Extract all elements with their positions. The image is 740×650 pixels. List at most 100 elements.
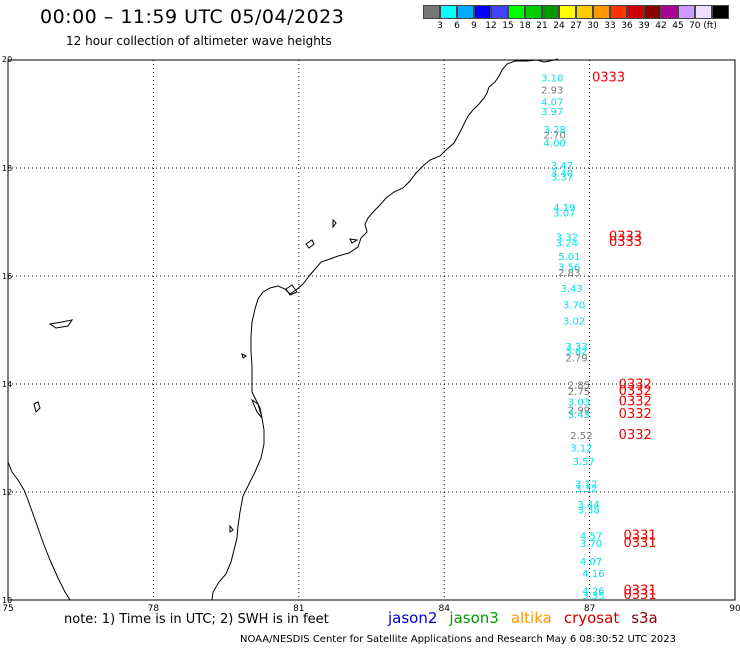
pass-time-label: 0332: [619, 428, 652, 443]
color-swatch: [440, 5, 457, 19]
color-swatch: [491, 5, 508, 19]
axis-tick-labels: 75 78 81 84 87 90 20 18 16 14 12 10: [2, 55, 740, 614]
island-west-2: [33, 401, 41, 413]
swh-value-label: 2.79: [565, 353, 587, 364]
x-tick-label: 75: [2, 604, 13, 614]
coastline-west: [7, 461, 71, 601]
mission-legend: jason2 jason3 altika cryosat s3a: [388, 609, 670, 627]
color-swatch: [644, 5, 661, 19]
island-small-4: [229, 524, 234, 533]
pass-time-label: 0332: [619, 407, 652, 422]
mission-label-cryosat: cryosat: [563, 609, 620, 627]
swh-value-label: 3.62: [565, 346, 587, 357]
color-scale-label: 42: [655, 21, 667, 31]
color-swatch: [712, 5, 729, 19]
color-swatch: [610, 5, 627, 19]
color-swatch: [542, 5, 559, 19]
mission-label-jason2: jason2: [388, 609, 438, 627]
y-tick-label: 10: [2, 596, 12, 605]
y-tick-label: 16: [2, 272, 12, 281]
swh-value-label: 3.38: [577, 506, 599, 517]
swh-value-label: 3.70: [563, 300, 585, 311]
swh-value-label: 2.93: [541, 85, 563, 96]
swh-value-label: 2.70: [544, 130, 566, 141]
swh-value-label: 4.19: [553, 203, 575, 214]
swh-value-label: 3.10: [541, 74, 563, 85]
swh-value-label: 3.44: [577, 500, 599, 511]
swh-value-label: 3.47: [551, 161, 573, 172]
swh-value-label: 3.32: [556, 232, 578, 243]
footnote: note: 1) Time is in UTC; 2) SWH is in fe…: [64, 612, 329, 627]
pass-time-label: 0331: [624, 536, 657, 551]
island-godavari-delta: [285, 284, 298, 296]
pass-time-label: 0331: [624, 529, 657, 544]
swh-value-label: 3.56: [558, 263, 580, 274]
color-scale-label: 45: [672, 21, 684, 31]
color-scale-label: 27: [570, 21, 582, 31]
pass-time-label: 0332: [619, 395, 652, 410]
color-swatch: [678, 5, 695, 19]
swh-value-label: 3.43: [568, 410, 590, 421]
color-swatch: [661, 5, 678, 19]
y-tick-label: 20: [2, 55, 12, 64]
color-swatch: [695, 5, 712, 19]
swh-value-label: 3.12: [575, 480, 597, 491]
mission-label-jason3: jason3: [449, 609, 499, 627]
color-scale-label: 21: [536, 21, 548, 31]
credit-line: NOAA/NESDIS Center for Satellite Applica…: [240, 634, 676, 645]
swh-value-label: 4.57: [580, 532, 602, 543]
swh-value-label: 3.03: [568, 398, 590, 409]
swh-value-label: 2.85: [568, 380, 590, 391]
pass-time-label: 0333: [592, 71, 625, 86]
swh-value-label: 3.28: [544, 125, 566, 136]
swh-value-label: 3.33: [565, 342, 587, 353]
color-swatch: [525, 5, 542, 19]
swh-value-label: 3.02: [563, 317, 585, 328]
y-tick-label: 12: [2, 488, 12, 497]
swh-value-label: 2.99: [568, 406, 590, 417]
wave-height-labels: 3.102.934.073.973.282.704.003.473.403.37…: [541, 74, 604, 602]
x-tick-label: 84: [438, 604, 450, 614]
pass-time-label: 0332: [619, 384, 652, 399]
swh-value-label: 4.07: [541, 97, 563, 108]
color-scale-label: 9: [471, 21, 477, 31]
swh-value-label: 5.01: [558, 252, 580, 263]
swh-value-label: 3.37: [551, 172, 573, 183]
x-tick-label: 81: [293, 604, 304, 614]
swh-value-label: 2.52: [570, 431, 592, 442]
coastline: [211, 58, 559, 601]
island-chilika: [332, 218, 337, 229]
color-scale-bar: [423, 5, 729, 19]
island-pulicat: [250, 398, 263, 419]
color-swatch: [627, 5, 644, 19]
island-small-1: [305, 239, 315, 249]
island-small-3: [241, 353, 247, 359]
swh-value-label: 3.35: [582, 591, 604, 602]
color-swatch: [508, 5, 525, 19]
color-swatch: [559, 5, 576, 19]
pass-time-label: 0333: [609, 229, 642, 244]
color-swatch: [576, 5, 593, 19]
chart-subtitle: 12 hour collection of altimeter wave hei…: [66, 34, 332, 48]
pass-time-label: 0332: [619, 377, 652, 392]
swh-value-label: 4.16: [582, 569, 604, 580]
swh-value-label: 3.70: [580, 539, 602, 550]
color-scale-label: 18: [519, 21, 531, 31]
color-scale-label: 39: [638, 21, 650, 31]
swh-value-label: 4.26: [582, 587, 604, 598]
pass-time-label: 0331: [624, 584, 657, 599]
swh-value-label: 3.43: [561, 284, 583, 295]
swh-value-label: 2.75: [568, 387, 590, 398]
swh-value-label: 4.00: [544, 138, 566, 149]
color-scale-label: 6: [454, 21, 460, 31]
swh-value-label: 3.12: [570, 444, 592, 455]
island-small-2: [349, 238, 359, 244]
pass-time-labels: 0333033303330332033203320332033203310331…: [592, 71, 657, 603]
chart-title: 00:00 – 11:59 UTC 05/04/2023: [40, 6, 345, 28]
graticule: [8, 60, 735, 600]
color-scale-label: 30: [587, 21, 599, 31]
island-west-1: [48, 319, 74, 329]
color-scale-label: 15: [502, 21, 514, 31]
map-frame: [7, 59, 736, 601]
